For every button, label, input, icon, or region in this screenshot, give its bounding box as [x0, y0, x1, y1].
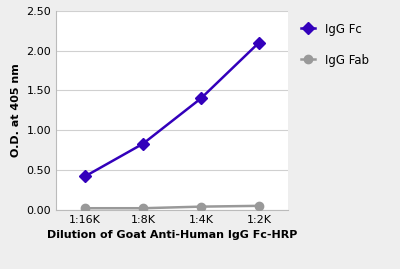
Line: IgG Fab: IgG Fab	[81, 202, 263, 213]
IgG Fab	[141, 207, 146, 210]
IgG Fab	[257, 204, 262, 207]
IgG Fc	[257, 41, 262, 44]
X-axis label: Dilution of Goat Anti-Human IgG Fc-HRP: Dilution of Goat Anti-Human IgG Fc-HRP	[47, 230, 297, 240]
Line: IgG Fc: IgG Fc	[81, 38, 263, 180]
Y-axis label: O.D. at 405 nm: O.D. at 405 nm	[11, 63, 21, 157]
IgG Fab	[199, 205, 204, 208]
IgG Fab	[82, 207, 87, 210]
IgG Fc	[199, 97, 204, 100]
Legend: IgG Fc, IgG Fab: IgG Fc, IgG Fab	[298, 21, 371, 69]
IgG Fc	[141, 142, 146, 145]
IgG Fc	[82, 175, 87, 178]
